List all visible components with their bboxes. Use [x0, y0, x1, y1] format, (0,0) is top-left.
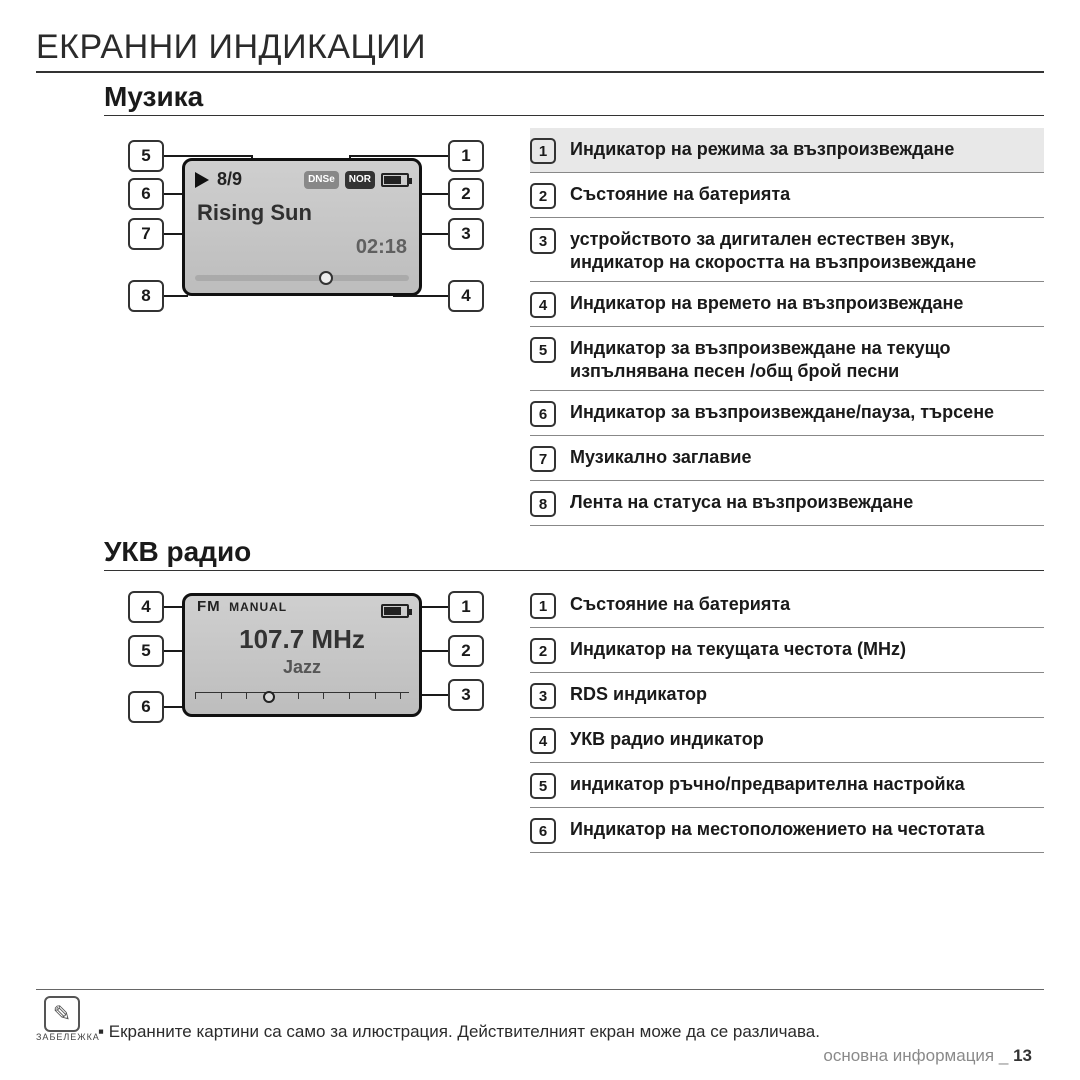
legend-text: Лента на статуса на възпроизвеждане — [570, 489, 913, 514]
legend-row: 2 Индикатор на текущата честота (MHz) — [530, 628, 1044, 673]
section-title-radio: УКВ радио — [104, 532, 1044, 571]
legend-text: Индикатор на местоположението на честота… — [570, 816, 985, 841]
speed-icon: NOR — [345, 171, 375, 189]
legend-text: УКВ радио индикатор — [570, 726, 764, 751]
note-text: ▪ Екранните картини са само за илюстраци… — [98, 1022, 1044, 1042]
legend-row: 1 Състояние на батерията — [530, 583, 1044, 628]
callout-7: 7 — [128, 218, 164, 250]
legend-row: 5 индикатор ръчно/предварителна настройк… — [530, 763, 1044, 808]
footer-section: основна информация — [823, 1046, 994, 1065]
legend-text: Индикатор на текущата честота (MHz) — [570, 636, 906, 661]
frequency-bar — [195, 692, 409, 704]
legend-row: 6 Индикатор за възпроизвеждане/пауза, тъ… — [530, 391, 1044, 436]
radio-legend: 1 Състояние на батерията 2 Индикатор на … — [530, 583, 1044, 853]
legend-text: Състояние на батерията — [570, 591, 790, 616]
legend-num: 2 — [530, 638, 556, 664]
legend-num: 3 — [530, 228, 556, 254]
legend-row: 4 УКВ радио индикатор — [530, 718, 1044, 763]
legend-row: 3 RDS индикатор — [530, 673, 1044, 718]
song-title: Rising Sun — [197, 200, 419, 226]
note-row: ✎ ЗАБЕЛЕЖКА ▪ Екранните картини са само … — [36, 989, 1044, 1042]
battery-icon — [381, 173, 409, 187]
callout-5r: 5 — [128, 635, 164, 667]
radio-diagram: 4 5 6 1 2 3 FM MANUAL 1 — [36, 583, 506, 743]
legend-text: индикатор ръчно/предварителна настройка — [570, 771, 965, 796]
callout-6r: 6 — [128, 691, 164, 723]
battery-icon — [381, 604, 409, 618]
legend-num: 7 — [530, 446, 556, 472]
page-footer: основна информация _ 13 — [823, 1046, 1032, 1066]
play-icon — [195, 172, 209, 188]
legend-row: 8 Лента на статуса на възпроизвеждане — [530, 481, 1044, 526]
music-row: 5 6 7 8 1 2 3 4 — [36, 128, 1044, 526]
music-diagram: 5 6 7 8 1 2 3 4 — [36, 128, 506, 338]
track-counter: 8/9 — [217, 169, 242, 190]
fm-label: FM — [197, 598, 221, 615]
legend-text: устройството за дигитален естествен звук… — [570, 226, 1044, 273]
legend-num: 1 — [530, 138, 556, 164]
callout-1r: 1 — [448, 591, 484, 623]
footer-page-number: 13 — [1013, 1046, 1032, 1065]
callout-4r: 4 — [128, 591, 164, 623]
note-label: ЗАБЕЛЕЖКА — [36, 1032, 88, 1042]
legend-row: 1 Индикатор на режима за възпроизвеждане — [530, 128, 1044, 173]
legend-num: 5 — [530, 337, 556, 363]
music-screen-mockup: 8/9 DNSe NOR Rising Sun 02:18 — [182, 158, 422, 296]
callout-4: 4 — [448, 280, 484, 312]
legend-num: 6 — [530, 401, 556, 427]
callout-3: 3 — [448, 218, 484, 250]
callout-8: 8 — [128, 280, 164, 312]
legend-num: 3 — [530, 683, 556, 709]
legend-num: 8 — [530, 491, 556, 517]
legend-row: 6 Индикатор на местоположението на често… — [530, 808, 1044, 853]
note-icon: ✎ — [44, 996, 80, 1032]
callout-3r: 3 — [448, 679, 484, 711]
play-time: 02:18 — [185, 236, 407, 259]
note-text-span: Екранните картини са само за илюстрация.… — [109, 1022, 820, 1041]
legend-num: 1 — [530, 593, 556, 619]
legend-num: 4 — [530, 728, 556, 754]
music-legend: 1 Индикатор на режима за възпроизвеждане… — [530, 128, 1044, 526]
legend-text: Индикатор на режима за възпроизвеждане — [570, 136, 954, 161]
legend-row: 5 Индикатор за възпроизвеждане на текущо… — [530, 327, 1044, 391]
rds-text: Jazz — [185, 657, 419, 678]
legend-row: 4 Индикатор на времето на възпроизвеждан… — [530, 282, 1044, 327]
callout-5: 5 — [128, 140, 164, 172]
dnse-icon: DNSe — [304, 171, 339, 189]
section-title-music: Музика — [104, 77, 1044, 116]
callout-2r: 2 — [448, 635, 484, 667]
legend-row: 3 устройството за дигитален естествен зв… — [530, 218, 1044, 282]
legend-num: 4 — [530, 292, 556, 318]
radio-screen-mockup: FM MANUAL 107.7 MHz Jazz — [182, 593, 422, 717]
callout-6: 6 — [128, 178, 164, 210]
legend-text: Индикатор за възпроизвеждане/пауза, търс… — [570, 399, 994, 424]
legend-text: Музикално заглавие — [570, 444, 751, 469]
legend-row: 7 Музикално заглавие — [530, 436, 1044, 481]
legend-num: 2 — [530, 183, 556, 209]
legend-text: RDS индикатор — [570, 681, 707, 706]
legend-num: 5 — [530, 773, 556, 799]
callout-2: 2 — [448, 178, 484, 210]
legend-text: Индикатор на времето на възпроизвеждане — [570, 290, 963, 315]
footer-sep: _ — [999, 1046, 1008, 1065]
page-title: ЕКРАННИ ИНДИКАЦИИ — [36, 28, 1044, 73]
fm-manual: MANUAL — [229, 600, 287, 614]
legend-text: Състояние на батерията — [570, 181, 790, 206]
progress-bar — [195, 275, 409, 281]
legend-row: 2 Състояние на батерията — [530, 173, 1044, 218]
legend-text: Индикатор за възпроизвеждане на текущо и… — [570, 335, 1044, 382]
callout-1: 1 — [448, 140, 484, 172]
radio-row: 4 5 6 1 2 3 FM MANUAL 1 — [36, 583, 1044, 853]
frequency: 107.7 MHz — [185, 624, 419, 655]
legend-num: 6 — [530, 818, 556, 844]
